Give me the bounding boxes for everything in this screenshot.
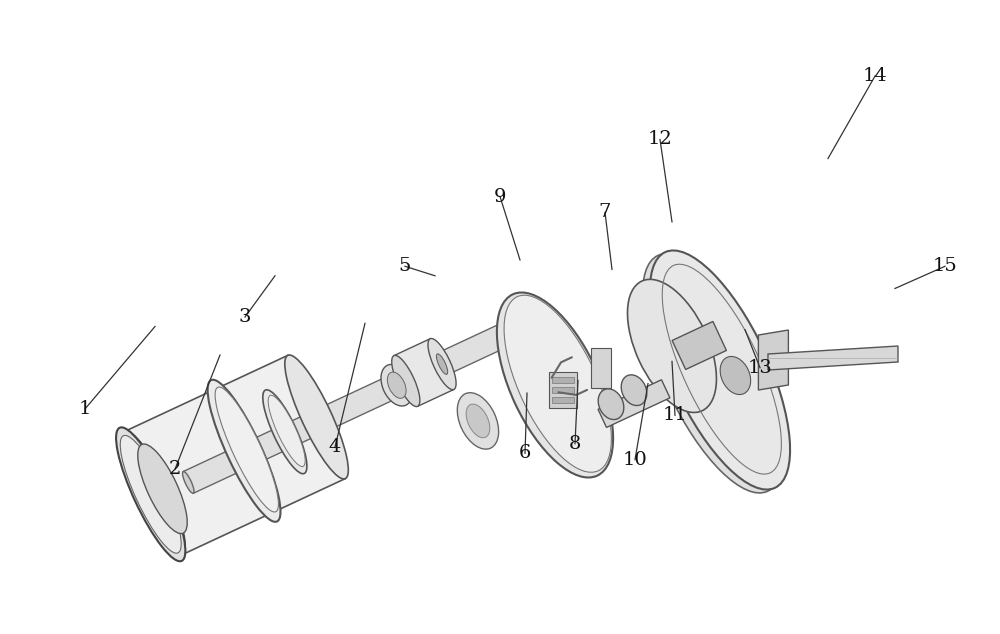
Bar [552,387,574,393]
Text: 15: 15 [933,257,957,275]
Ellipse shape [263,390,307,474]
Ellipse shape [428,339,456,390]
Text: 9: 9 [494,188,506,205]
Text: 4: 4 [329,438,341,456]
Ellipse shape [215,387,278,512]
Ellipse shape [120,436,181,553]
Polygon shape [768,346,898,370]
Text: 12: 12 [648,131,672,148]
Ellipse shape [650,250,790,489]
Text: 7: 7 [599,204,611,221]
Ellipse shape [387,372,406,398]
Ellipse shape [497,292,613,477]
Text: 13: 13 [748,359,772,377]
Polygon shape [549,372,577,408]
Ellipse shape [392,356,420,406]
Ellipse shape [116,427,185,561]
Text: 10: 10 [623,451,647,469]
Text: 11: 11 [663,406,687,424]
Ellipse shape [122,431,185,555]
Polygon shape [125,355,345,555]
Ellipse shape [381,365,412,406]
Text: 3: 3 [239,308,251,326]
Ellipse shape [208,380,281,522]
Text: 5: 5 [399,257,411,275]
Ellipse shape [627,280,716,413]
Bar [552,397,574,403]
Ellipse shape [457,392,499,449]
Bar [672,321,726,370]
Ellipse shape [504,295,611,472]
Text: 8: 8 [569,435,581,453]
Text: 2: 2 [169,460,181,478]
Ellipse shape [643,254,783,493]
Bar [552,377,574,383]
Ellipse shape [268,395,305,467]
Polygon shape [183,307,547,493]
Ellipse shape [598,389,624,420]
Ellipse shape [536,307,547,328]
Ellipse shape [436,354,448,374]
Ellipse shape [621,375,647,406]
Text: 6: 6 [519,444,531,462]
Polygon shape [394,339,454,406]
Polygon shape [591,348,611,388]
Text: 1: 1 [79,400,91,418]
Ellipse shape [138,444,187,534]
Polygon shape [758,330,788,390]
Polygon shape [598,380,670,427]
Ellipse shape [720,356,751,394]
Ellipse shape [183,472,194,493]
Text: 14: 14 [863,67,887,85]
Ellipse shape [466,404,490,437]
Ellipse shape [285,355,348,479]
